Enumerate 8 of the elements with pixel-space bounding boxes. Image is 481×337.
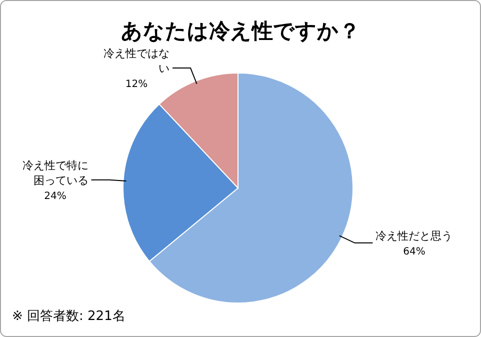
slice-label: 冷え性で特に困っている (22, 158, 88, 187)
slice-label: 冷え性ではない (104, 47, 170, 76)
data-label: 64% (403, 246, 426, 258)
slice-label: 冷え性だと思う (376, 229, 453, 242)
data-label: 12% (125, 79, 148, 90)
text: ※ 回答者数: 221名 (12, 309, 126, 324)
data-label: 24% (44, 190, 66, 202)
chart-title: あなたは冷え性ですか？ (121, 19, 360, 43)
